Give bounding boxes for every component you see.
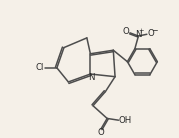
Text: N: N: [88, 73, 95, 82]
Text: OH: OH: [118, 116, 131, 125]
Text: N: N: [135, 30, 141, 39]
Text: Cl: Cl: [35, 63, 43, 72]
Text: +: +: [138, 28, 144, 34]
Text: −: −: [151, 27, 158, 36]
Text: O: O: [148, 29, 155, 38]
Text: O: O: [97, 128, 104, 137]
Text: O: O: [123, 27, 130, 36]
